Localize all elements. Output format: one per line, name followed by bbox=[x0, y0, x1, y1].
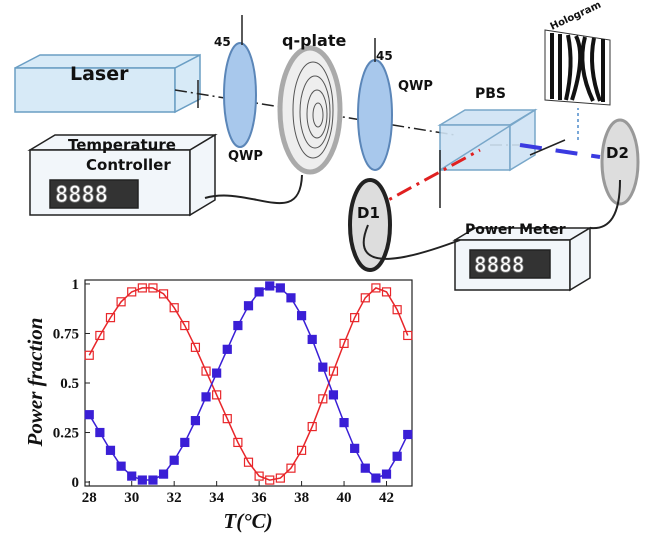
x-tick-label: 34 bbox=[209, 490, 225, 506]
marker bbox=[404, 431, 412, 439]
label: PBS bbox=[475, 86, 506, 102]
y-tick-label: 1 bbox=[72, 277, 80, 293]
label: QWP bbox=[228, 149, 263, 164]
display: 8888 bbox=[474, 253, 525, 277]
y-tick-label: 0.25 bbox=[53, 426, 79, 442]
label: Temperature bbox=[68, 136, 176, 154]
marker bbox=[160, 470, 168, 478]
label: q-plate bbox=[282, 31, 346, 50]
marker bbox=[287, 294, 295, 302]
pbs bbox=[440, 110, 535, 170]
y-tick-label: 0.5 bbox=[60, 376, 79, 392]
label: 45 bbox=[214, 35, 231, 49]
marker bbox=[138, 476, 146, 484]
label: QWP bbox=[398, 79, 433, 94]
marker bbox=[372, 474, 380, 482]
marker bbox=[170, 456, 178, 464]
hologram bbox=[545, 30, 610, 105]
x-axis-label: T(°C) bbox=[223, 509, 272, 533]
marker bbox=[319, 363, 327, 371]
marker bbox=[255, 288, 263, 296]
marker bbox=[361, 464, 369, 472]
x-tick-label: 36 bbox=[252, 490, 268, 506]
marker bbox=[245, 302, 253, 310]
marker bbox=[351, 444, 359, 452]
marker bbox=[191, 417, 199, 425]
y-tick-label: 0 bbox=[72, 475, 80, 491]
x-tick-label: 30 bbox=[124, 490, 139, 506]
marker bbox=[181, 438, 189, 446]
marker bbox=[329, 391, 337, 399]
marker bbox=[106, 446, 114, 454]
marker bbox=[383, 470, 391, 478]
y-axis-label: Power fraction bbox=[23, 318, 47, 448]
label: D1 bbox=[357, 204, 380, 222]
label: 45 bbox=[376, 49, 393, 63]
label: Power Meter bbox=[465, 222, 566, 238]
y-tick-label: 0.75 bbox=[53, 326, 79, 342]
marker bbox=[298, 312, 306, 320]
display: 8888 bbox=[55, 183, 108, 208]
detector bbox=[350, 180, 390, 270]
marker bbox=[393, 452, 401, 460]
label: Hologram bbox=[549, 0, 603, 33]
qwp bbox=[358, 60, 392, 170]
marker bbox=[308, 335, 316, 343]
marker bbox=[340, 419, 348, 427]
x-tick-label: 40 bbox=[337, 490, 352, 506]
marker bbox=[85, 411, 93, 419]
q-plate bbox=[280, 48, 340, 172]
marker bbox=[276, 284, 284, 292]
qwp bbox=[224, 43, 256, 147]
series-line bbox=[89, 288, 408, 480]
label: Controller bbox=[86, 156, 171, 174]
marker bbox=[202, 393, 210, 401]
marker bbox=[223, 345, 231, 353]
marker bbox=[234, 322, 242, 330]
x-tick-label: 28 bbox=[82, 490, 97, 506]
marker bbox=[128, 472, 136, 480]
marker bbox=[266, 282, 274, 290]
marker bbox=[117, 462, 125, 470]
x-tick-label: 38 bbox=[294, 490, 309, 506]
marker bbox=[213, 369, 221, 377]
label: D2 bbox=[606, 144, 629, 162]
marker bbox=[149, 476, 157, 484]
series-line bbox=[89, 286, 408, 480]
x-tick-label: 32 bbox=[167, 490, 182, 506]
label: Laser bbox=[70, 63, 129, 85]
x-tick-label: 42 bbox=[379, 490, 394, 506]
plot-frame bbox=[85, 280, 412, 486]
figure: Laser 45 q-plate 45 QWP QWP PBS Hologram… bbox=[0, 0, 653, 537]
marker bbox=[96, 429, 104, 437]
